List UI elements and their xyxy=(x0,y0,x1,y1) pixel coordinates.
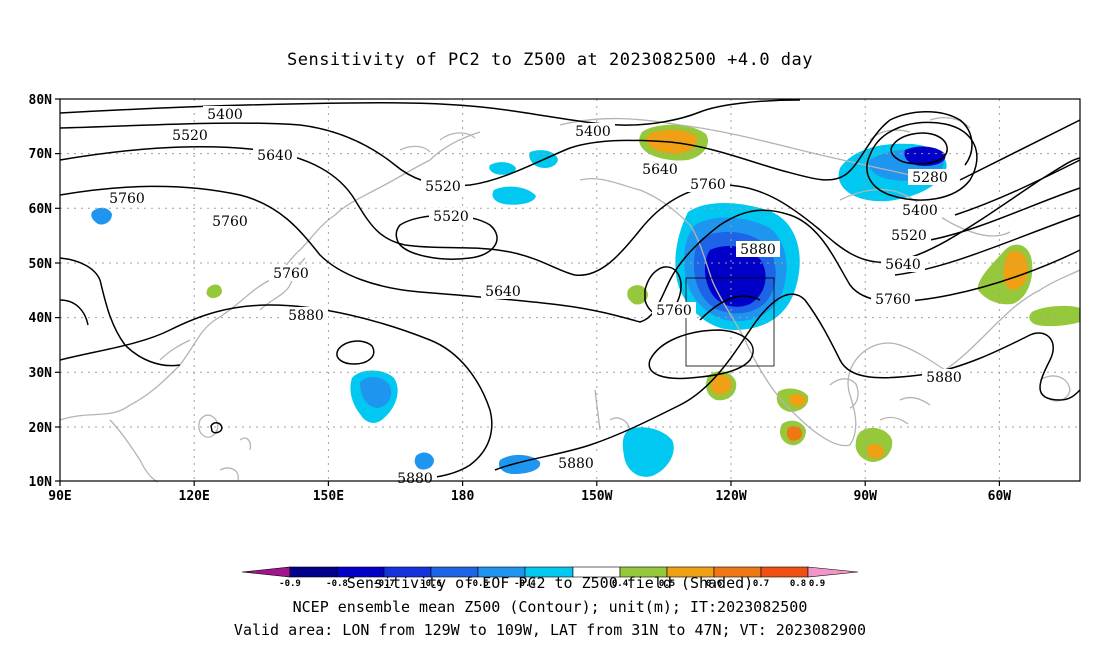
colorbar-label: -0.4 xyxy=(514,579,536,589)
contour-label: 5880 xyxy=(926,370,962,386)
axis-ticks xyxy=(55,98,1001,486)
lat-label: 70N xyxy=(29,147,53,162)
neg-blob-west-pacific xyxy=(350,370,398,423)
lon-label: 60W xyxy=(988,489,1012,504)
contour-label: 5280 xyxy=(912,170,948,186)
contour-labels: 5400 5400 5520 5520 5520 5520 5640 5640 … xyxy=(105,106,966,487)
contour-label: 5760 xyxy=(656,303,692,319)
map-title: Sensitivity of PC2 to Z500 at 2023082500… xyxy=(286,50,813,70)
z500-contours xyxy=(59,99,1081,480)
colorbar: -0.9 -0.8 -0.7 -0.6 -0.5 -0.4 0.4 0.5 0.… xyxy=(241,566,859,589)
contour-label: 5400 xyxy=(575,124,611,140)
colorbar-label: 0.8 xyxy=(790,579,806,589)
lat-label: 20N xyxy=(29,421,53,436)
colorbar-label: -0.6 xyxy=(420,579,442,589)
colorbar-over-arrow xyxy=(807,566,859,578)
valid-area-box xyxy=(685,277,775,367)
caption-valid-area: Valid area: LON from 129W to 109W, LAT f… xyxy=(233,621,867,639)
lon-labels: 90E 120E 150E 180 150W 120W 90W 60W xyxy=(48,489,1011,504)
caption-contour: NCEP ensemble mean Z500 (Contour); unit(… xyxy=(292,598,808,616)
grid xyxy=(60,99,1080,481)
contour-label: 5640 xyxy=(257,148,293,164)
neg-blob-tropics xyxy=(622,427,674,477)
colorbar-label: -0.9 xyxy=(279,579,301,589)
contour-label: 5520 xyxy=(891,228,927,244)
lon-label: 150E xyxy=(313,489,344,504)
contour-label: 5400 xyxy=(902,203,938,219)
map-frame xyxy=(59,98,1081,482)
caption-shading: Sensitivity of EOF PC2 to Z500 field (Sh… xyxy=(346,574,754,592)
contour-label: 5880 xyxy=(397,471,433,487)
contour-label: 5880 xyxy=(740,242,776,258)
contour-label: 5760 xyxy=(273,266,309,282)
contour-label: 5640 xyxy=(485,284,521,300)
lat-label: 30N xyxy=(29,366,53,381)
contour-label: 5760 xyxy=(875,292,911,308)
colorbar-label: 0.4 xyxy=(612,579,629,589)
lon-label: 180 xyxy=(451,489,475,504)
lon-label: 90E xyxy=(48,489,71,504)
contour-label: 5760 xyxy=(690,177,726,193)
contour-label: 5880 xyxy=(558,456,594,472)
colorbar-label: 0.7 xyxy=(753,579,769,589)
lon-label: 120W xyxy=(715,489,746,504)
lat-label: 50N xyxy=(29,257,53,272)
lat-label: 10N xyxy=(29,475,53,490)
contour-label: 5400 xyxy=(207,107,243,123)
colorbar-label: 0.9 xyxy=(809,579,825,589)
colorbar-label: -0.5 xyxy=(467,579,489,589)
pos-blob-atlantic xyxy=(977,244,1080,327)
lon-label: 120E xyxy=(179,489,210,504)
colorbar-label: 0.6 xyxy=(706,579,722,589)
colorbar-label: -0.7 xyxy=(373,579,395,589)
shading-layer xyxy=(91,124,1080,477)
contour-label: 5640 xyxy=(642,162,678,178)
lon-label: 90W xyxy=(853,489,877,504)
lat-label: 40N xyxy=(29,311,53,326)
lon-label: 150W xyxy=(581,489,612,504)
contour-label: 5520 xyxy=(172,128,208,144)
contour-label: 5640 xyxy=(885,257,921,273)
contour-label: 5760 xyxy=(109,191,145,207)
colorbar-label: -0.8 xyxy=(326,579,348,589)
lat-label: 80N xyxy=(29,93,53,108)
colorbar-label: 0.5 xyxy=(659,579,675,589)
lat-label: 60N xyxy=(29,202,53,217)
contour-label: 5880 xyxy=(288,308,324,324)
contour-label: 5760 xyxy=(212,214,248,230)
colorbar-labels: -0.9 -0.8 -0.7 -0.6 -0.5 -0.4 0.4 0.5 0.… xyxy=(279,579,825,589)
lat-labels: 10N 20N 30N 40N 50N 60N 70N 80N xyxy=(29,93,53,490)
contour-label: 5520 xyxy=(433,209,469,225)
neg-blob-greenland xyxy=(838,143,947,202)
contour-label: 5520 xyxy=(425,179,461,195)
